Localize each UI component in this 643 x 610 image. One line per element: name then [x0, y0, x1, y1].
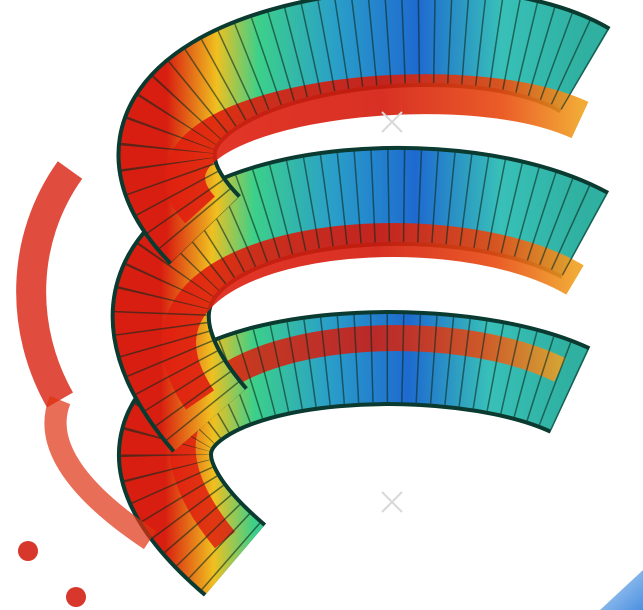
decor-dot	[18, 541, 38, 561]
stress-band	[169, 325, 566, 549]
bellows	[16, 0, 611, 597]
stress-band	[16, 161, 83, 408]
stress-band	[44, 395, 157, 550]
stress-band	[165, 74, 589, 224]
marker-line	[381, 111, 403, 133]
center-markers	[381, 111, 403, 513]
decor-dot	[66, 587, 86, 607]
marker-line	[381, 491, 403, 513]
decor-corner	[600, 570, 643, 610]
